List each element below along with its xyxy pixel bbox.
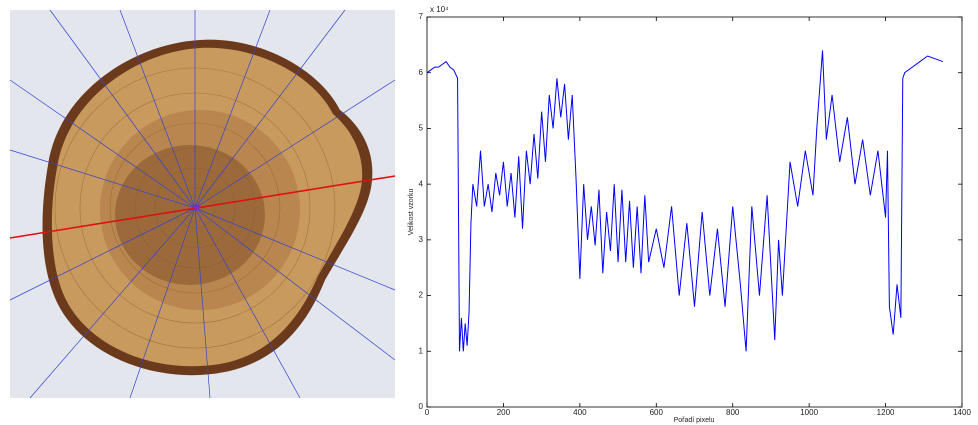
y-multiplier: x 10⁴	[430, 5, 449, 14]
y-tick-label: 2	[419, 291, 424, 300]
y-tick-label: 0	[419, 402, 424, 411]
y-tick-label: 6	[419, 68, 424, 77]
x-tick-label: 600	[650, 408, 664, 417]
data-line	[426, 50, 944, 352]
y-tick-label: 3	[419, 235, 424, 244]
y-tick-label: 4	[419, 179, 424, 188]
tree-photo	[9, 9, 396, 399]
x-axis-label: Pořadí pixelu	[674, 417, 715, 424]
x-tick-label: 400	[573, 408, 587, 417]
x-tick-label: 200	[497, 408, 511, 417]
x-tick-label: 800	[726, 408, 740, 417]
plot-frame	[426, 16, 963, 408]
x-tick-label: 1200	[877, 408, 895, 417]
y-axis-label: Velikost vzorku	[408, 189, 415, 236]
y-tick-label: 5	[419, 124, 424, 133]
x-tick-label: 0	[425, 408, 430, 417]
y-tick-label: 7	[419, 12, 424, 21]
y-tick-label: 1	[419, 346, 424, 355]
x-tick-label: 1400	[953, 408, 971, 417]
x-tick-label: 1000	[800, 408, 818, 417]
